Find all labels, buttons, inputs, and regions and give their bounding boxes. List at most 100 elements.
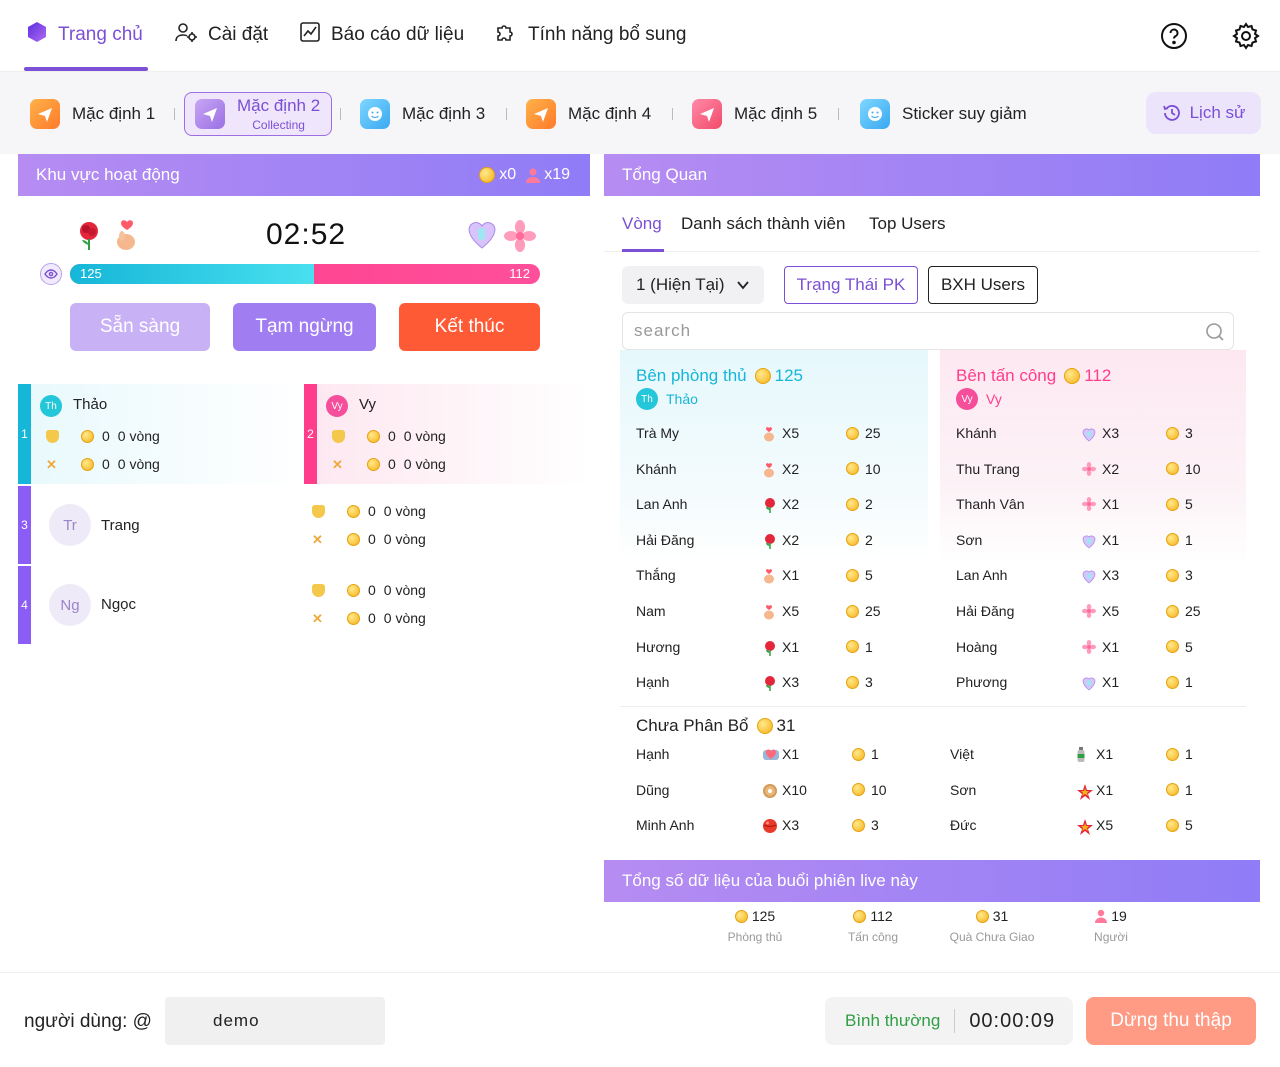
nav-settings[interactable]: Cài đặt bbox=[174, 20, 268, 50]
tab-members[interactable]: Danh sách thành viên bbox=[681, 214, 846, 233]
heart-hand-icon bbox=[1082, 426, 1096, 442]
help-icon[interactable] bbox=[1160, 22, 1188, 50]
user-gear-icon bbox=[174, 21, 198, 49]
coin-icon bbox=[852, 783, 865, 797]
nav-home[interactable]: Trang chủ bbox=[26, 20, 143, 50]
gift-quantity: X1 bbox=[1082, 674, 1119, 691]
attack-host-name: Vy bbox=[986, 391, 1002, 407]
attack-rounds: 0 vòng bbox=[117, 456, 160, 472]
gear-icon[interactable] bbox=[1232, 22, 1260, 50]
preset-sticker-label: Sticker suy giảm bbox=[902, 104, 1027, 123]
preset-4[interactable]: Mặc định 4 bbox=[526, 92, 651, 136]
gift-coins: 5 bbox=[1166, 496, 1193, 512]
coin-icon bbox=[846, 462, 859, 476]
nav-extras[interactable]: Tính năng bổ sung bbox=[494, 20, 686, 50]
activity-header: Khu vực hoạt động x0 x19 bbox=[18, 154, 590, 196]
summary-attack-label: Tấn công bbox=[847, 930, 899, 944]
gift-sender-text: Trà My bbox=[636, 425, 680, 441]
stop-collect-button[interactable]: Dừng thu thập bbox=[1086, 997, 1256, 1045]
gift-coins: 2 bbox=[846, 496, 873, 512]
ready-button[interactable]: Sẵn sàng bbox=[70, 303, 210, 351]
gift-sender: Minh Anh bbox=[636, 817, 694, 833]
chevron-down-icon bbox=[736, 278, 750, 292]
defense-rounds: 0 vòng bbox=[383, 582, 426, 598]
heart-hand-icon bbox=[1082, 675, 1096, 691]
preset-5[interactable]: Mặc định 5 bbox=[692, 92, 817, 136]
heart-box-icon bbox=[762, 747, 779, 761]
pause-button[interactable]: Tạm ngừng bbox=[233, 303, 376, 351]
username-value: demo bbox=[213, 1011, 260, 1030]
attack-stat: ✕ 0 0 vòng bbox=[46, 456, 160, 472]
gift-sender: Hạnh bbox=[636, 746, 669, 762]
nav-report[interactable]: Báo cáo dữ liệu bbox=[299, 20, 464, 50]
defense-total: 125 bbox=[774, 366, 803, 385]
preset-send-icon bbox=[692, 99, 722, 129]
rose-icon bbox=[762, 533, 776, 549]
gift-quantity: X1 bbox=[762, 567, 799, 584]
preset-2[interactable]: Mặc định 2 Collecting bbox=[184, 92, 332, 136]
coin-icon bbox=[1166, 818, 1179, 832]
username-field[interactable]: demo bbox=[165, 997, 385, 1045]
player-card[interactable]: 3 bbox=[18, 486, 590, 564]
gift-sender: Thu Trang bbox=[956, 461, 1020, 477]
separator bbox=[506, 108, 507, 120]
end-button[interactable]: Kết thúc bbox=[399, 303, 540, 351]
gift-coins: 10 bbox=[852, 782, 887, 798]
person-icon bbox=[526, 167, 541, 183]
gift-quantity-text: X3 bbox=[1102, 567, 1120, 584]
attack-coins: 0 bbox=[102, 456, 110, 472]
gift-coins-text: 1 bbox=[1185, 531, 1193, 548]
gift-quantity-text: X2 bbox=[782, 496, 800, 513]
finger-heart-icon bbox=[762, 568, 776, 584]
preset-sticker[interactable]: Sticker suy giảm bbox=[860, 92, 1027, 136]
search-placeholder: search bbox=[634, 321, 692, 340]
finger-heart-icon bbox=[110, 218, 142, 257]
gift-coins-text: 2 bbox=[865, 531, 873, 548]
separator bbox=[672, 108, 673, 120]
gift-sender-text: Thanh Vân bbox=[956, 496, 1025, 513]
coin-icon bbox=[846, 675, 859, 689]
coin-icon bbox=[1166, 426, 1179, 440]
gift-quantity: X3 bbox=[762, 674, 799, 692]
history-button[interactable]: Lịch sử bbox=[1146, 92, 1261, 134]
preset-1[interactable]: Mặc định 1 bbox=[30, 92, 155, 136]
round-select[interactable]: 1 (Hiện Tại) bbox=[622, 266, 764, 304]
user-ranking-button[interactable]: BXH Users bbox=[928, 266, 1038, 304]
attack-rounds: 0 vòng bbox=[383, 531, 426, 547]
gift-coins-text: 3 bbox=[1185, 567, 1193, 584]
player-card[interactable]: 4 bbox=[18, 566, 590, 644]
search-input[interactable]: search bbox=[622, 312, 1234, 350]
gift-sender-text: Hải Đăng bbox=[636, 531, 695, 548]
tab-round[interactable]: Vòng bbox=[622, 214, 662, 233]
gift-quantity-text: X2 bbox=[782, 460, 800, 477]
coin-icon bbox=[846, 533, 859, 547]
gift-coins: 10 bbox=[846, 461, 881, 477]
summary-unsent-label: Quà Chưa Giao bbox=[949, 930, 1035, 944]
chart-icon bbox=[299, 21, 321, 49]
defense-coins: 0 bbox=[368, 582, 376, 598]
gift-quantity: X5 bbox=[1076, 817, 1113, 836]
player-card[interactable]: 1 bbox=[18, 384, 304, 484]
session-summary: Tổng số dữ liệu của buổi phiên live này … bbox=[604, 860, 1260, 956]
player-card[interactable]: 2 bbox=[304, 384, 590, 484]
preset-3[interactable]: Mặc định 3 bbox=[360, 92, 485, 136]
player-number: 2 bbox=[304, 384, 317, 484]
eye-icon[interactable] bbox=[40, 263, 62, 285]
gift-coins: 1 bbox=[846, 639, 873, 655]
flower-icon bbox=[1082, 604, 1096, 618]
attack-title: Bên tấn công bbox=[956, 366, 1057, 385]
separator bbox=[340, 108, 341, 120]
gift-coins: 3 bbox=[852, 817, 879, 833]
session-header: Tổng số dữ liệu của buổi phiên live này bbox=[604, 860, 1260, 902]
gift-sender: Hoàng bbox=[956, 639, 997, 655]
gift-coins: 25 bbox=[846, 603, 881, 619]
gift-quantity: X3 bbox=[1082, 567, 1120, 584]
heart-hand-icon bbox=[1082, 533, 1096, 549]
nav-home-label: Trang chủ bbox=[58, 24, 143, 45]
pk-status-button[interactable]: Trạng Thái PK bbox=[784, 266, 918, 304]
gift-quantity-text: X5 bbox=[782, 425, 800, 441]
gift-sender: Nam bbox=[636, 603, 666, 619]
defense-coins: 0 bbox=[388, 428, 396, 444]
gift-sender-text: Sơn bbox=[950, 781, 977, 798]
tab-top-users[interactable]: Top Users bbox=[869, 214, 946, 233]
